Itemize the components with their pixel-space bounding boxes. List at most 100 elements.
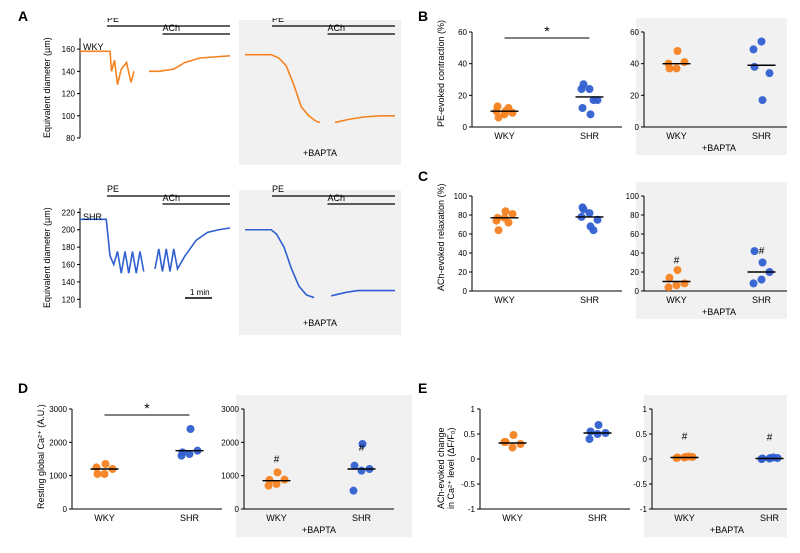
svg-text:1: 1 — [471, 405, 476, 414]
svg-text:140: 140 — [62, 67, 76, 76]
svg-text:PE: PE — [272, 18, 284, 24]
svg-text:40: 40 — [630, 60, 639, 69]
svg-text:0.5: 0.5 — [464, 430, 476, 439]
svg-text:#: # — [274, 455, 280, 466]
svg-text:0: 0 — [463, 287, 468, 296]
svg-text:1000: 1000 — [49, 472, 67, 481]
panel-c-scatter: ACh-evoked relaxation (%) 0 20 40 60 80 100 WKY… — [432, 182, 787, 322]
svg-text:WKY: WKY — [94, 513, 115, 523]
svg-text:SHR: SHR — [580, 131, 600, 141]
svg-text:ACh-evoked change: ACh-evoked change — [436, 427, 446, 509]
svg-text:ACh: ACh — [328, 23, 346, 33]
svg-text:80: 80 — [630, 211, 639, 220]
svg-text:0: 0 — [643, 455, 648, 464]
panel-d-scatter: Resting global Ca²⁺ (A.U.) 0 1000 2000 3000 W… — [32, 395, 412, 545]
svg-text:+BAPTA: +BAPTA — [303, 318, 337, 328]
svg-text:0: 0 — [635, 123, 640, 132]
svg-text:SHR: SHR — [752, 295, 772, 305]
panel-label-a: A — [18, 8, 28, 24]
svg-text:20: 20 — [458, 91, 467, 100]
svg-text:+BAPTA: +BAPTA — [702, 143, 736, 153]
svg-text:20: 20 — [630, 268, 639, 277]
svg-text:SHR: SHR — [752, 131, 772, 141]
svg-text:+BAPTA: +BAPTA — [302, 525, 336, 535]
svg-text:60: 60 — [630, 28, 639, 37]
svg-text:40: 40 — [458, 60, 467, 69]
svg-text:#: # — [682, 432, 688, 443]
svg-text:WKY: WKY — [494, 295, 515, 305]
svg-text:80: 80 — [66, 134, 75, 143]
svg-text:0: 0 — [471, 455, 476, 464]
svg-text:Equivalent diameter (µm): Equivalent diameter (µm) — [42, 207, 52, 308]
svg-text:Resting global Ca²⁺ (A.U.): Resting global Ca²⁺ (A.U.) — [36, 404, 46, 509]
panel-label-d: D — [18, 380, 28, 396]
svg-text:#: # — [767, 433, 773, 444]
svg-text:in Ca²⁺ level (ΔF/F₀): in Ca²⁺ level (ΔF/F₀) — [446, 427, 456, 509]
svg-text:SHR: SHR — [83, 212, 103, 222]
svg-text:ACh: ACh — [328, 193, 346, 203]
svg-text:160: 160 — [62, 45, 76, 54]
svg-text:200: 200 — [62, 226, 76, 235]
svg-text:-1: -1 — [640, 505, 648, 514]
svg-text:WKY: WKY — [266, 513, 287, 523]
panel-e-scatter: ACh-evoked changein Ca²⁺ level (ΔF/F₀) -1… — [432, 395, 787, 545]
svg-text:1 min: 1 min — [190, 288, 210, 297]
svg-text:60: 60 — [458, 28, 467, 37]
svg-text:#: # — [759, 246, 765, 257]
svg-text:120: 120 — [62, 295, 76, 304]
svg-text:3000: 3000 — [49, 405, 67, 414]
svg-text:+BAPTA: +BAPTA — [710, 525, 744, 535]
svg-text:+BAPTA: +BAPTA — [702, 307, 736, 317]
svg-text:WKY: WKY — [502, 513, 523, 523]
svg-text:140: 140 — [62, 278, 76, 287]
svg-text:WKY: WKY — [83, 42, 104, 52]
panel-a-traces: Equivalent diameter (µm) Equivalent diame… — [30, 18, 410, 358]
svg-text:ACh: ACh — [163, 193, 181, 203]
svg-text:SHR: SHR — [180, 513, 200, 523]
svg-text:WKY: WKY — [666, 295, 687, 305]
svg-text:20: 20 — [458, 268, 467, 277]
svg-text:0: 0 — [463, 123, 468, 132]
svg-text:WKY: WKY — [674, 513, 695, 523]
svg-text:-1: -1 — [468, 505, 476, 514]
svg-text:160: 160 — [62, 261, 76, 270]
svg-text:ACh-evoked relaxation (%): ACh-evoked relaxation (%) — [436, 183, 446, 291]
svg-text:220: 220 — [62, 208, 76, 217]
svg-text:PE-evoked contraction (%): PE-evoked contraction (%) — [436, 20, 446, 127]
svg-text:80: 80 — [458, 211, 467, 220]
svg-text:120: 120 — [62, 90, 76, 99]
svg-text:PE: PE — [107, 184, 119, 194]
svg-text:0.5: 0.5 — [636, 430, 648, 439]
svg-text:WKY: WKY — [666, 131, 687, 141]
svg-text:60: 60 — [458, 230, 467, 239]
svg-text:PE: PE — [272, 184, 284, 194]
svg-text:40: 40 — [630, 249, 639, 258]
svg-text:60: 60 — [630, 230, 639, 239]
panel-label-c: C — [418, 168, 428, 184]
svg-text:SHR: SHR — [352, 513, 372, 523]
svg-text:SHR: SHR — [760, 513, 780, 523]
svg-text:180: 180 — [62, 243, 76, 252]
svg-text:0: 0 — [63, 505, 68, 514]
svg-text:40: 40 — [458, 249, 467, 258]
svg-text:Equivalent diameter (µm): Equivalent diameter (µm) — [42, 37, 52, 138]
svg-text:100: 100 — [62, 112, 76, 121]
svg-text:SHR: SHR — [580, 295, 600, 305]
svg-text:#: # — [674, 256, 680, 267]
svg-text:3000: 3000 — [221, 405, 239, 414]
svg-text:20: 20 — [630, 91, 639, 100]
svg-text:ACh: ACh — [163, 23, 181, 33]
svg-text:100: 100 — [626, 192, 640, 201]
svg-text:2000: 2000 — [221, 438, 239, 447]
svg-text:2000: 2000 — [49, 438, 67, 447]
svg-text:+BAPTA: +BAPTA — [303, 148, 337, 158]
svg-text:#: # — [359, 443, 365, 454]
panel-label-b: B — [418, 8, 428, 24]
svg-text:SHR: SHR — [588, 513, 608, 523]
svg-text:PE: PE — [107, 18, 119, 24]
svg-text:*: * — [144, 400, 150, 416]
panel-label-e: E — [418, 380, 427, 396]
svg-text:100: 100 — [454, 192, 468, 201]
svg-text:1: 1 — [643, 405, 648, 414]
svg-text:1000: 1000 — [221, 472, 239, 481]
